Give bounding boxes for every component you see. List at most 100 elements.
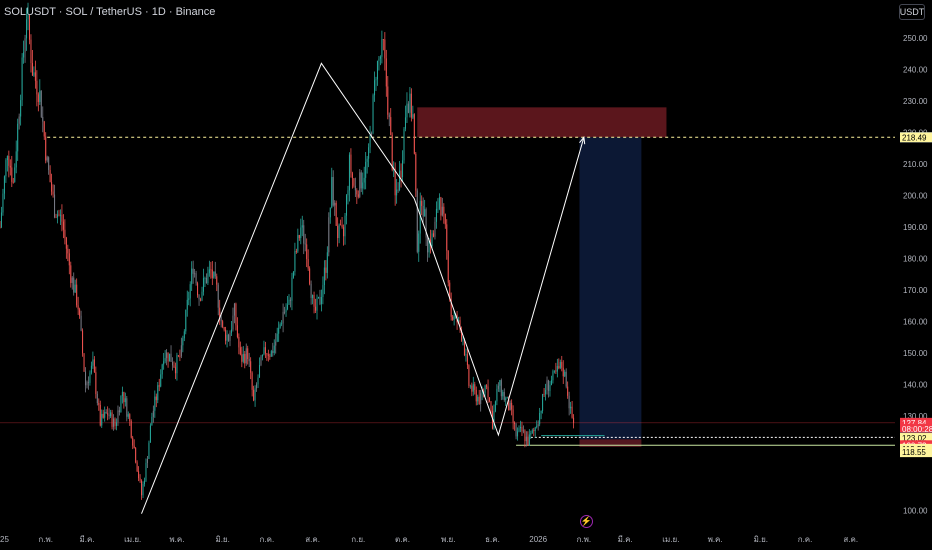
candle-body <box>489 397 491 402</box>
candle-body <box>345 195 348 216</box>
candle-body <box>56 214 59 218</box>
candle-body <box>309 268 311 284</box>
candle-body <box>139 478 141 481</box>
candle-body <box>452 316 454 320</box>
candle-body <box>230 329 233 333</box>
candle-body <box>194 273 196 275</box>
candle-body <box>462 339 464 341</box>
candle-body <box>45 136 47 161</box>
candle-body <box>71 277 73 283</box>
candle-body <box>344 215 346 237</box>
y-tick-label: 230.00 <box>903 97 928 106</box>
candle-body <box>220 317 222 322</box>
candle-body <box>189 284 191 299</box>
price-label-text: 123.02 <box>902 434 927 443</box>
candle-body <box>236 325 238 337</box>
candle-body <box>8 155 10 166</box>
price-label-text: 08:00:28 <box>902 425 932 434</box>
candle-body <box>524 430 526 442</box>
candle-body <box>499 380 501 386</box>
candle-body <box>2 193 4 213</box>
price-label: 218.49 <box>900 132 932 143</box>
candle-body <box>453 315 455 320</box>
candle-body <box>20 100 22 117</box>
candle-body <box>465 354 467 356</box>
candle-body <box>300 227 302 239</box>
candle-body <box>487 386 489 398</box>
candle-body <box>486 385 488 387</box>
candle-body <box>14 167 16 182</box>
price-label-bg <box>900 433 932 444</box>
candle-body <box>490 401 492 411</box>
candle-body <box>416 190 418 252</box>
price-label-text: 218.49 <box>902 133 927 142</box>
candle-body <box>33 72 35 76</box>
candle-body <box>132 437 134 446</box>
candle-body <box>562 367 564 377</box>
candle-body <box>270 351 272 357</box>
candle-body <box>217 284 219 308</box>
y-tick-label: 130.00 <box>903 412 928 421</box>
candle-body <box>250 361 252 373</box>
x-tick-label: ก.ค. <box>260 535 275 544</box>
candle-body <box>204 278 206 279</box>
candle-body <box>298 235 300 239</box>
candle-body <box>362 182 364 189</box>
candle-body <box>201 291 203 301</box>
price-label-bg <box>900 417 932 428</box>
candle-body <box>552 371 554 381</box>
candle-body <box>347 190 349 196</box>
x-tick-label: ธ.ค. <box>485 535 500 544</box>
candle-body <box>494 401 496 412</box>
candle-body <box>365 161 367 178</box>
candle-body <box>571 406 573 418</box>
candle-body <box>167 352 169 362</box>
x-tick-label: ส.ค. <box>305 535 320 544</box>
currency-button[interactable]: USDT <box>899 4 925 20</box>
candle-body <box>573 417 575 423</box>
x-tick-label: มี.ค. <box>79 535 94 544</box>
candle-body <box>163 361 165 365</box>
candle-body <box>310 283 312 298</box>
candle-body <box>174 367 176 374</box>
candle-body <box>384 39 386 59</box>
candle-body <box>95 372 97 394</box>
arrow-head <box>579 136 586 145</box>
candle-body <box>418 233 420 252</box>
candle-body <box>260 356 262 366</box>
y-tick-label: 140.00 <box>903 381 928 390</box>
candle-body <box>6 155 8 161</box>
candle-body <box>444 213 446 225</box>
candle-body <box>232 315 234 330</box>
candle-body <box>447 250 449 283</box>
candle-body <box>113 418 115 427</box>
candle-body <box>279 324 281 328</box>
candle-body <box>549 385 551 391</box>
y-tick-label: 150.00 <box>903 349 928 358</box>
lightning-icon[interactable]: ⚡ <box>580 515 593 528</box>
candle-body <box>171 361 174 366</box>
candle-body <box>195 273 197 284</box>
candle-body <box>157 385 159 401</box>
candle-body <box>375 79 377 81</box>
candle-body <box>261 354 263 357</box>
candle-body <box>79 309 81 316</box>
candle-body <box>350 154 352 174</box>
candle-body <box>536 426 538 428</box>
candle-body <box>73 277 75 293</box>
candle-body <box>545 389 547 395</box>
candle-body <box>564 371 566 377</box>
candle-body <box>179 356 181 357</box>
candle-body <box>463 339 465 356</box>
chart-title: SOLUSDT · SOL / TetherUS · 1D · Binance <box>4 6 216 18</box>
candle-body <box>313 294 315 307</box>
candle-body <box>77 305 79 310</box>
candle-body <box>508 397 510 411</box>
candle-body <box>373 80 376 96</box>
candle-body <box>43 121 45 137</box>
candle-body <box>406 103 408 118</box>
candle-body <box>141 480 143 496</box>
candle-body <box>450 299 452 317</box>
candle-body <box>30 39 32 64</box>
